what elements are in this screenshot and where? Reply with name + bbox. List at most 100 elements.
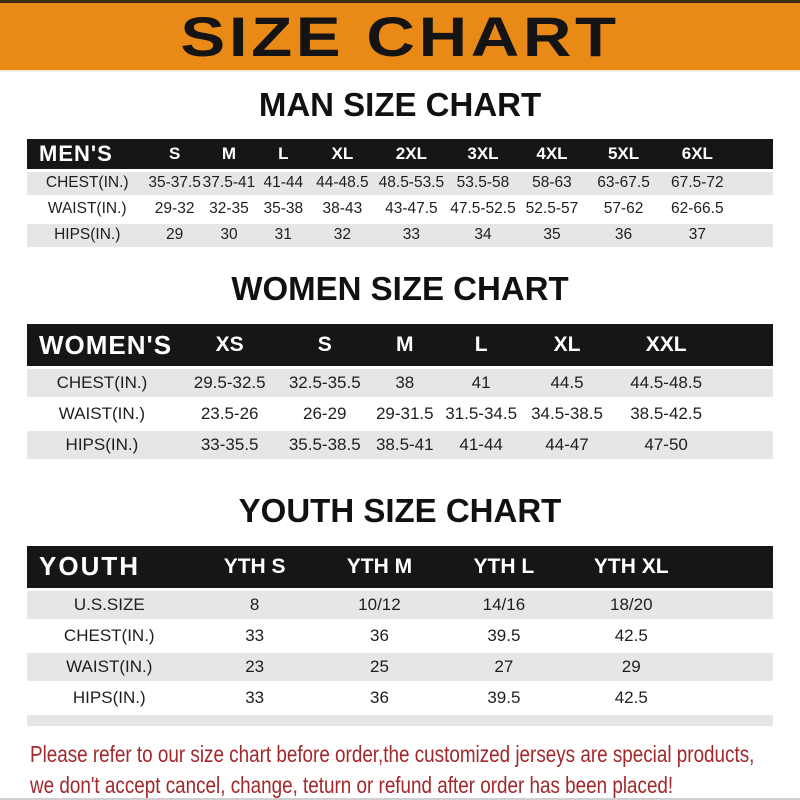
size-value-cell: 31: [256, 223, 311, 247]
women-section-heading: WOMEN SIZE CHART: [231, 269, 569, 307]
women-size-table: WOMEN'S XS S M L XL XXL CHEST(IN.) 29.5-32.5 32.5…: [27, 321, 773, 462]
size-column-header: YTH M: [317, 545, 442, 588]
youth-table-wrap: YOUTH YTH S YTH M YTH L YTH XL U.S.SIZE 8 10/12…: [27, 543, 773, 715]
size-value-cell: 29: [566, 652, 696, 681]
size-value-cell: 39.5: [441, 683, 567, 712]
size-value-cell: 29: [147, 223, 202, 247]
row-spacer-cell: [734, 223, 773, 247]
size-value-cell: 29-31.5: [366, 400, 443, 429]
youth-table-bottom-strip: [27, 714, 773, 726]
size-value-cell: 33: [191, 621, 318, 650]
row-spacer-cell: [717, 400, 773, 429]
row-label: WAIST(IN.): [27, 652, 192, 681]
size-column-header: 5XL: [586, 138, 661, 169]
row-spacer-cell: [734, 171, 773, 195]
women-table-wrap: WOMEN'S XS S M L XL XXL CHEST(IN.) 29.5-32.5 32.5…: [27, 321, 773, 462]
size-column-header: M: [201, 138, 257, 169]
size-value-cell: 35: [517, 223, 587, 247]
size-column-header: 3XL: [448, 138, 518, 169]
header-spacer-cell: [734, 138, 773, 169]
row-label: CHEST(IN.): [27, 369, 177, 398]
size-value-cell: 10/12: [317, 590, 442, 619]
table-corner-label: YOUTH: [27, 545, 192, 588]
size-value-cell: 48.5-53.5: [374, 171, 449, 195]
size-column-header: XL: [310, 138, 375, 169]
youth-section: YOUTH SIZE CHART YOUTH YTH S YTH M YTH L YTH…: [0, 494, 800, 726]
size-value-cell: 41-44: [442, 431, 520, 460]
size-value-cell: 39.5: [441, 621, 567, 650]
footer-line-2: we don't accept cancel, change, teturn o…: [30, 771, 674, 798]
youth-size-table: YOUTH YTH S YTH M YTH L YTH XL U.S.SIZE 8 10/12…: [27, 543, 773, 715]
row-spacer-cell: [695, 683, 773, 712]
row-spacer-cell: [717, 369, 773, 398]
size-value-cell: 25: [317, 652, 442, 681]
size-value-cell: 35-38: [256, 197, 311, 221]
row-label: HIPS(IN.): [27, 223, 148, 247]
size-value-cell: 42.5: [566, 621, 696, 650]
row-label: CHEST(IN.): [27, 171, 148, 195]
size-value-cell: 32: [310, 223, 375, 247]
size-value-cell: 35.5-38.5: [282, 431, 367, 460]
row-spacer-cell: [695, 590, 773, 619]
size-column-header: XS: [176, 324, 283, 367]
size-value-cell: 58-63: [517, 171, 587, 195]
row-spacer-cell: [734, 197, 773, 221]
size-value-cell: 42.5: [566, 683, 696, 712]
row-label: WAIST(IN.): [27, 197, 148, 221]
banner: SIZE CHART: [0, 0, 800, 72]
size-value-cell: 37.5-41: [201, 171, 257, 195]
size-value-cell: 41-44: [256, 171, 311, 195]
size-column-header: S: [147, 138, 202, 169]
row-label: HIPS(IN.): [27, 431, 177, 460]
size-column-header: YTH S: [191, 545, 318, 588]
size-value-cell: 23.5-26: [176, 400, 283, 429]
header-spacer-cell: [695, 545, 773, 588]
size-column-header: L: [256, 138, 311, 169]
size-value-cell: 52.5-57: [517, 197, 587, 221]
size-value-cell: 33: [374, 223, 449, 247]
size-value-cell: 63-67.5: [586, 171, 661, 195]
size-value-cell: 27: [441, 652, 567, 681]
row-label: WAIST(IN.): [27, 400, 177, 429]
youth-section-heading: YOUTH SIZE CHART: [238, 492, 562, 530]
size-value-cell: 23: [191, 652, 318, 681]
size-column-header: 6XL: [660, 138, 735, 169]
size-value-cell: 36: [586, 223, 661, 247]
size-value-cell: 38-43: [310, 197, 375, 221]
row-label: CHEST(IN.): [27, 621, 192, 650]
footer-line-1: Please refer to our size chart before or…: [30, 740, 755, 767]
row-label: HIPS(IN.): [27, 683, 192, 712]
size-value-cell: 31.5-34.5: [442, 400, 520, 429]
size-value-cell: 18/20: [566, 590, 696, 619]
size-column-header: XXL: [614, 324, 718, 367]
size-value-cell: 33: [191, 683, 318, 712]
size-value-cell: 8: [191, 590, 318, 619]
footer-note: Please refer to our size chart before or…: [30, 739, 800, 798]
size-column-header: YTH L: [441, 545, 567, 588]
row-spacer-cell: [695, 652, 773, 681]
banner-title: SIZE CHART: [180, 4, 620, 68]
size-value-cell: 47.5-52.5: [448, 197, 518, 221]
size-value-cell: 33-35.5: [176, 431, 283, 460]
size-value-cell: 57-62: [586, 197, 661, 221]
men-table-wrap: MEN'S S M L XL 2XL 3XL 4XL 5XL 6XL CHEST(IN.) 35-37…: [27, 136, 773, 250]
size-value-cell: 35-37.5: [147, 171, 202, 195]
header-spacer-cell: [717, 324, 773, 367]
size-value-cell: 38.5-41: [366, 431, 443, 460]
size-value-cell: 36: [317, 683, 442, 712]
size-value-cell: 29-32: [147, 197, 202, 221]
size-value-cell: 67.5-72: [660, 171, 735, 195]
size-value-cell: 34.5-38.5: [519, 400, 615, 429]
size-value-cell: 47-50: [614, 431, 718, 460]
size-column-header: 4XL: [517, 138, 587, 169]
table-corner-label: WOMEN'S: [27, 324, 177, 367]
row-label: U.S.SIZE: [27, 590, 192, 619]
table-corner-label: MEN'S: [27, 138, 148, 169]
size-value-cell: 38: [366, 369, 443, 398]
size-value-cell: 41: [442, 369, 520, 398]
women-section: WOMEN SIZE CHART WOMEN'S XS S M L XL XXL CHEST(…: [0, 269, 800, 463]
size-value-cell: 14/16: [441, 590, 567, 619]
size-value-cell: 44.5-48.5: [614, 369, 718, 398]
size-column-header: 2XL: [374, 138, 449, 169]
